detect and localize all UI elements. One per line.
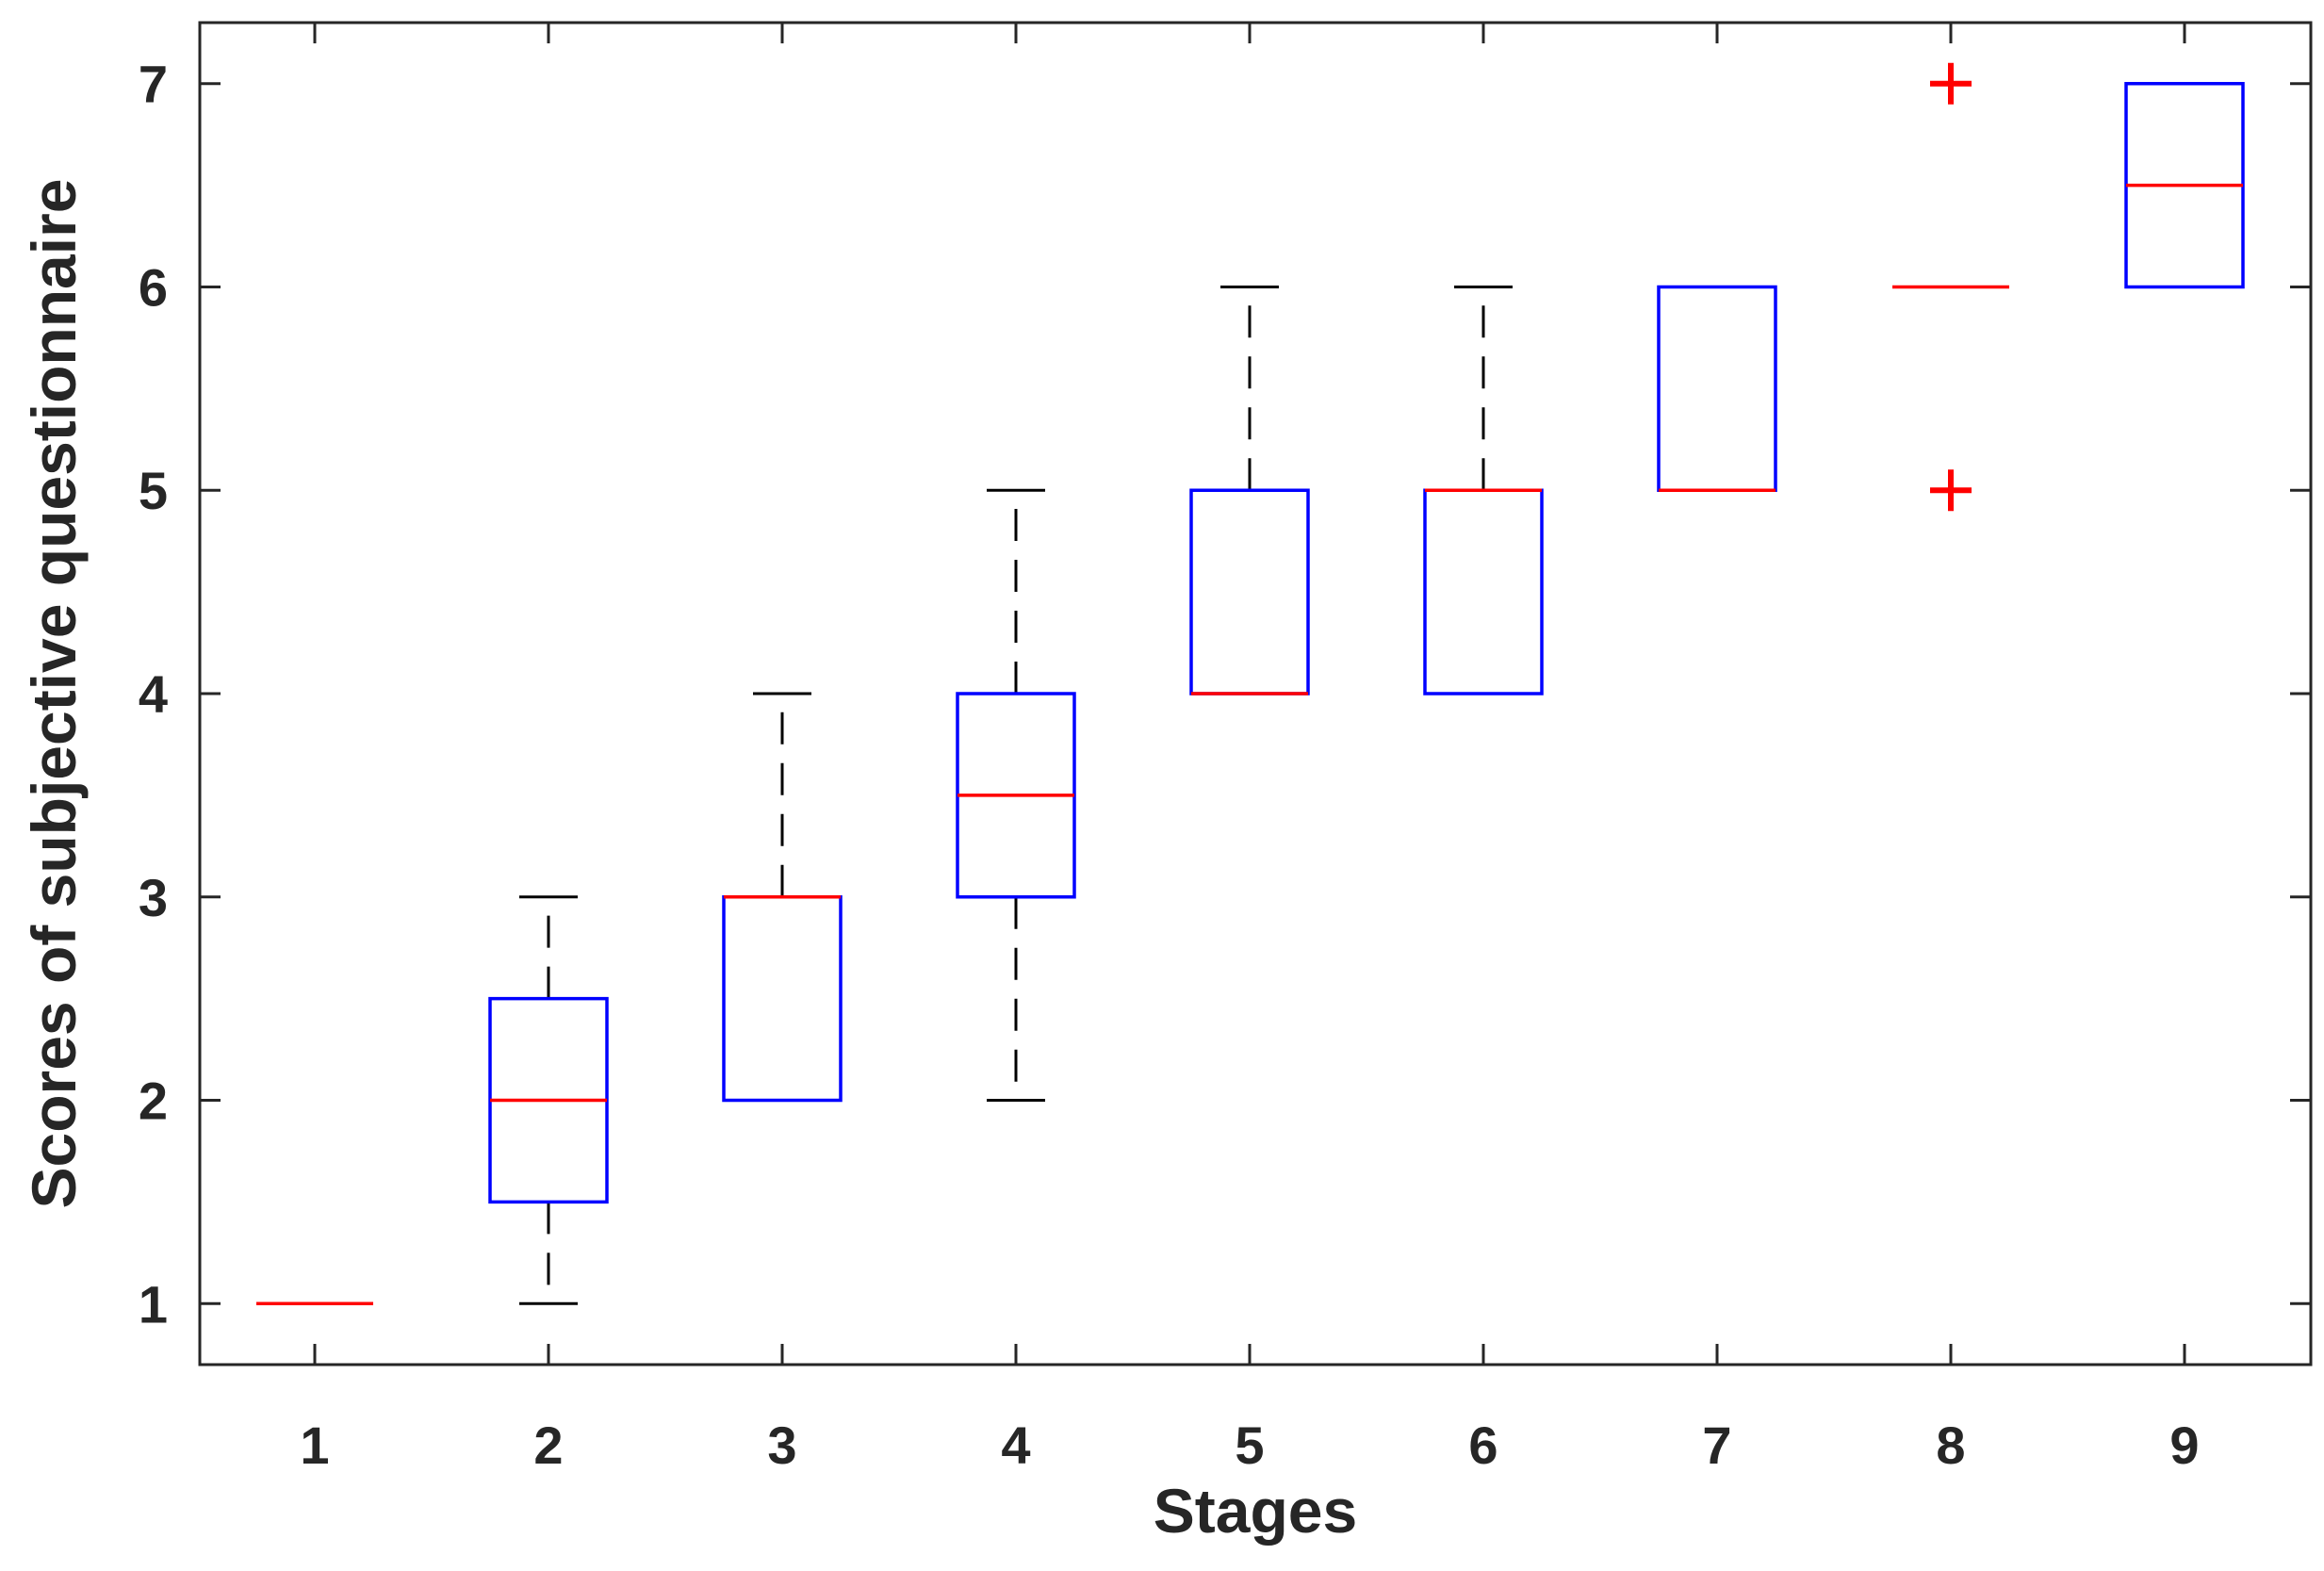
- iqr-box: [1423, 488, 1544, 695]
- x-tick-label: 1: [300, 1416, 329, 1475]
- iqr-box: [722, 895, 843, 1103]
- x-tick-label: 5: [1235, 1416, 1264, 1475]
- x-tick-label: 4: [1001, 1416, 1030, 1475]
- outlier-marker: [1930, 62, 1972, 105]
- box-stage-2: [488, 895, 609, 1305]
- iqr-box: [1657, 285, 1777, 492]
- x-axis-tick-labels: 1 2 3 4 5 6 7 8 9: [300, 1416, 2199, 1475]
- y-axis-tick-labels: 1 2 3 4 5 6 7: [139, 55, 168, 1334]
- box-stage-8: [1892, 62, 2009, 512]
- axis-ticks: [200, 23, 2311, 1365]
- x-tick-label: 9: [2169, 1416, 2199, 1475]
- x-tick-label: 8: [1936, 1416, 1965, 1475]
- x-tick-label: 3: [767, 1416, 796, 1475]
- y-tick-label: 1: [139, 1274, 168, 1334]
- outlier-marker: [1930, 469, 1972, 512]
- box-stage-9: [2124, 81, 2245, 289]
- box-stage-6: [1423, 285, 1544, 695]
- y-tick-label: 4: [139, 664, 168, 724]
- x-axis-title: Stages: [1154, 1476, 1357, 1546]
- y-tick-label: 2: [139, 1072, 168, 1131]
- x-tick-label: 6: [1468, 1416, 1498, 1475]
- y-tick-label: 3: [139, 868, 168, 927]
- y-tick-label: 6: [139, 257, 168, 317]
- x-tick-label: 2: [533, 1416, 563, 1475]
- box-stage-7: [1657, 285, 1777, 492]
- y-tick-label: 7: [139, 55, 168, 114]
- box-stage-4: [956, 488, 1076, 1103]
- y-axis-title: Scores of subjective questionnaire: [19, 179, 89, 1209]
- box-stage-5: [1189, 285, 1310, 695]
- x-tick-label: 7: [1702, 1416, 1731, 1475]
- box-stage-3: [722, 692, 843, 1103]
- iqr-box: [1189, 488, 1310, 695]
- plot-marks: [256, 62, 2245, 1306]
- y-tick-label: 5: [139, 461, 168, 520]
